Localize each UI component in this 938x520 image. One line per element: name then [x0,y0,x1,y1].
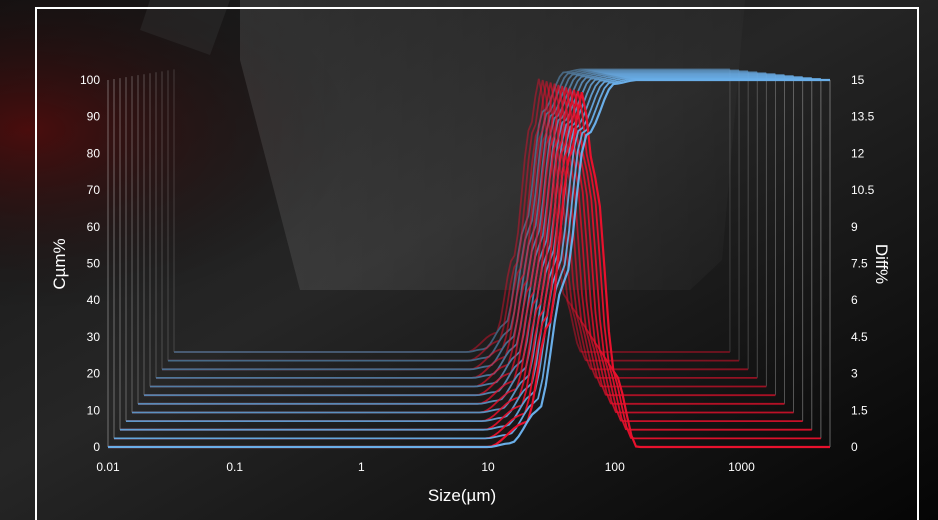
y-tick-label: 100 [80,73,100,87]
waterfall-layer [161,70,749,371]
cumulative-curve [126,76,803,422]
y-axis-label: Cµm% [50,238,69,289]
y2-tick-label: 15 [851,73,865,87]
x-axis-label: Size(µm) [428,486,496,505]
cumulative-curve [132,75,794,414]
cumulative-curve [156,71,758,379]
y-tick-label: 0 [93,440,100,454]
x-tick-label: 0.1 [226,460,243,474]
y-tick-label: 70 [87,183,101,197]
x-axis-ticks: 0.01 0.1 1 10 100 1000 [96,460,755,474]
cumulative-curve [108,78,830,449]
y2-tick-label: 4.5 [851,330,868,344]
y2-tick-label: 9 [851,220,858,234]
waterfall-layer [173,68,731,353]
x-tick-label: 0.01 [96,460,120,474]
y-tick-label: 20 [87,367,101,381]
x-tick-label: 100 [605,460,625,474]
x-tick-label: 10 [481,460,495,474]
y-tick-label: 80 [87,146,101,160]
waterfall-layer [143,73,776,397]
y-tick-label: 90 [87,110,101,124]
cumulative-curve [144,73,776,397]
waterfall-layers [107,68,831,449]
x-tick-label: 1000 [728,460,755,474]
x-tick-label: 1 [358,460,365,474]
y2-tick-label: 1.5 [851,403,868,417]
y2-tick-label: 7.5 [851,257,868,271]
y-tick-label: 40 [87,293,101,307]
waterfall-layer [125,76,804,422]
y-tick-label: 30 [87,330,101,344]
y2-tick-label: 10.5 [851,183,875,197]
y2-tick-label: 12 [851,146,865,160]
y-tick-label: 10 [87,403,101,417]
chart-frame [35,7,919,520]
y2-tick-label: 0 [851,440,858,454]
left-y-axis-ticks: 0 10 20 30 40 50 60 70 80 90 100 [80,73,100,454]
y-tick-label: 50 [87,257,101,271]
y2-tick-label: 6 [851,293,858,307]
cumulative-curve [174,68,730,353]
cumulative-curve [162,70,749,371]
right-y-axis-ticks: 0 1.5 3 4.5 6 7.5 9 10.5 12 13.5 15 [851,73,875,454]
waterfall-layer [131,75,795,414]
y2-tick-label: 13.5 [851,110,875,124]
y-tick-label: 60 [87,220,101,234]
secondary-y-axis-label: Diff% [872,244,891,284]
y2-tick-label: 3 [851,367,858,381]
waterfall-layer [107,78,831,449]
differential-curve [174,78,730,353]
waterfall-layer [155,71,758,379]
